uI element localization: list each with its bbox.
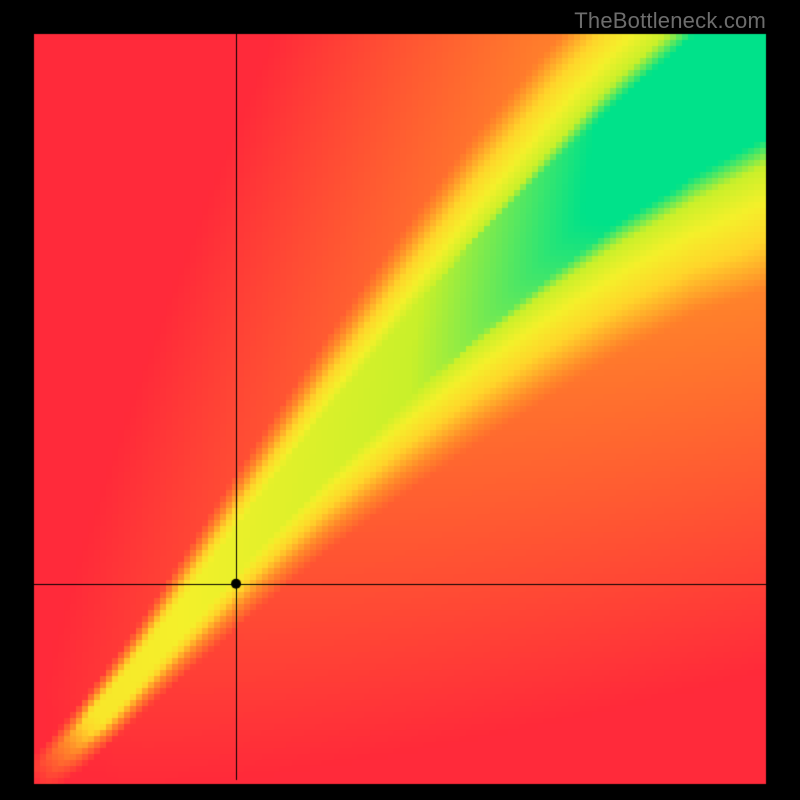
chart-root: TheBottleneck.com — [0, 0, 800, 800]
bottleneck-heatmap-canvas — [0, 0, 800, 800]
